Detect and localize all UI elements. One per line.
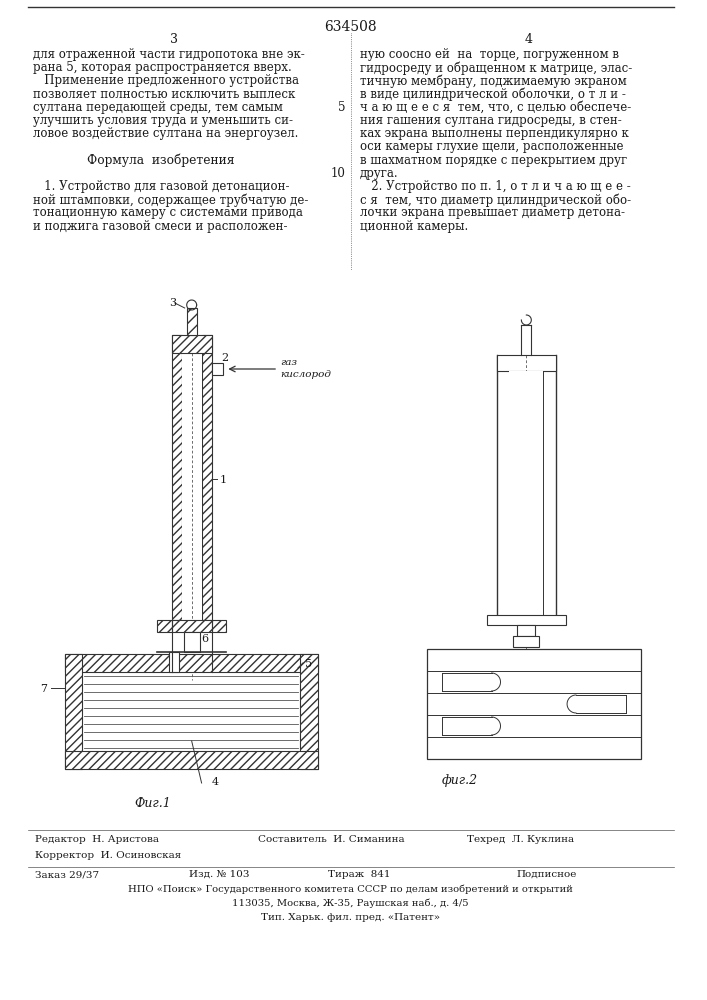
Text: 634508: 634508 bbox=[325, 20, 377, 34]
Text: ния гашения султана гидросреды, в стен-: ния гашения султана гидросреды, в стен- bbox=[359, 114, 621, 127]
Text: 1. Устройство для газовой детонацион-: 1. Устройство для газовой детонацион- bbox=[33, 180, 289, 193]
Bar bbox=[427, 649, 641, 759]
Text: позволяет полностью исключить выплеск: позволяет полностью исключить выплеск bbox=[33, 88, 295, 101]
Text: ловое воздействие султана на энергоузел.: ловое воздействие султана на энергоузел. bbox=[33, 127, 298, 140]
Text: 4: 4 bbox=[525, 33, 532, 46]
Text: 113035, Москва, Ж-35, Раушская наб., д. 4/5: 113035, Москва, Ж-35, Раушская наб., д. … bbox=[233, 899, 469, 908]
Text: 2. Устройство по п. 1, о т л и ч а ю щ е е -: 2. Устройство по п. 1, о т л и ч а ю щ е… bbox=[359, 180, 630, 193]
Text: с я  тем, что диаметр цилиндрической обо-: с я тем, что диаметр цилиндрической обо- bbox=[359, 193, 631, 207]
Text: Фиг.1: Фиг.1 bbox=[134, 797, 171, 810]
Bar bbox=[172, 335, 182, 620]
Bar bbox=[187, 308, 197, 335]
Text: Заказ 29/37: Заказ 29/37 bbox=[35, 870, 99, 879]
Text: 5: 5 bbox=[305, 659, 312, 669]
Text: 1: 1 bbox=[219, 475, 227, 485]
Text: 10: 10 bbox=[331, 167, 346, 180]
Text: ч а ю щ е е с я  тем, что, с целью обеспече-: ч а ю щ е е с я тем, что, с целью обеспе… bbox=[359, 101, 631, 114]
Text: друга.: друга. bbox=[359, 167, 398, 180]
Text: султана передающей среды, тем самым: султана передающей среды, тем самым bbox=[33, 101, 283, 114]
Text: и поджига газовой смеси и расположен-: и поджига газовой смеси и расположен- bbox=[33, 220, 287, 233]
Bar bbox=[510, 371, 543, 615]
Bar bbox=[157, 620, 226, 632]
Text: в виде цилиндрической оболочки, о т л и -: в виде цилиндрической оболочки, о т л и … bbox=[359, 88, 626, 101]
Bar bbox=[211, 363, 223, 375]
Text: Изд. № 103: Изд. № 103 bbox=[189, 870, 249, 879]
Text: ной штамповки, содержащее трубчатую де-: ной штамповки, содержащее трубчатую де- bbox=[33, 193, 308, 207]
Text: Составитель  И. Симанина: Составитель И. Симанина bbox=[258, 835, 405, 844]
Bar bbox=[518, 625, 535, 636]
Bar bbox=[64, 751, 317, 769]
Bar bbox=[169, 652, 179, 672]
Text: газ: газ bbox=[280, 358, 297, 367]
Text: тичную мембрану, поджимаемую экраном: тичную мембрану, поджимаемую экраном bbox=[359, 74, 626, 88]
Text: 2: 2 bbox=[221, 353, 228, 363]
Text: ках экрана выполнены перпендикулярно к: ках экрана выполнены перпендикулярно к bbox=[359, 127, 629, 140]
Text: кислород: кислород bbox=[280, 370, 331, 379]
Text: улучшить условия труда и уменьшить си-: улучшить условия труда и уменьшить си- bbox=[33, 114, 293, 127]
Text: 7: 7 bbox=[40, 684, 47, 694]
Text: ционной камеры.: ционной камеры. bbox=[359, 220, 468, 233]
Text: Подписное: Подписное bbox=[516, 870, 577, 879]
Bar bbox=[172, 335, 211, 353]
Bar bbox=[513, 636, 539, 647]
Bar bbox=[64, 654, 317, 672]
Text: 4: 4 bbox=[211, 777, 218, 787]
Text: Корректор  И. Осиновская: Корректор И. Осиновская bbox=[35, 851, 181, 860]
Bar bbox=[64, 654, 83, 769]
Bar bbox=[182, 335, 201, 620]
Text: Тираж  841: Тираж 841 bbox=[328, 870, 390, 879]
Text: 3: 3 bbox=[169, 298, 176, 308]
Text: тонационную камеру с системами привода: тонационную камеру с системами привода bbox=[33, 206, 303, 219]
Text: Применение предложенного устройства: Применение предложенного устройства bbox=[33, 74, 299, 87]
Bar bbox=[184, 632, 199, 652]
Text: ную соосно ей  на  торце, погруженном в: ную соосно ей на торце, погруженном в bbox=[359, 48, 619, 61]
Bar bbox=[300, 654, 317, 769]
Text: рана 5, которая распространяется вверх.: рана 5, которая распространяется вверх. bbox=[33, 61, 291, 74]
Bar bbox=[201, 335, 211, 620]
Text: фиг.2: фиг.2 bbox=[442, 774, 478, 787]
Text: 5: 5 bbox=[338, 101, 346, 114]
Text: оси камеры глухие щели, расположенные: оси камеры глухие щели, расположенные bbox=[359, 140, 623, 153]
Text: Тип. Харьк. фил. пред. «Патент»: Тип. Харьк. фил. пред. «Патент» bbox=[261, 913, 440, 922]
Text: Формула  изобретения: Формула изобретения bbox=[88, 154, 235, 167]
Text: в шахматном порядке с перекрытием друг: в шахматном порядке с перекрытием друг bbox=[359, 154, 626, 167]
Text: НПО «Поиск» Государственного комитета СССР по делам изобретений и открытий: НПО «Поиск» Государственного комитета СС… bbox=[128, 885, 573, 894]
Text: для отраженной части гидропотока вне эк-: для отраженной части гидропотока вне эк- bbox=[33, 48, 305, 61]
Text: 3: 3 bbox=[170, 33, 177, 46]
Text: 6: 6 bbox=[201, 634, 209, 644]
Text: гидросреду и обращенном к матрице, элас-: гидросреду и обращенном к матрице, элас- bbox=[359, 61, 632, 75]
Text: Редактор  Н. Аристова: Редактор Н. Аристова bbox=[35, 835, 159, 844]
Text: Техред  Л. Куклина: Техред Л. Куклина bbox=[467, 835, 574, 844]
Text: лочки экрана превышает диаметр детона-: лочки экрана превышает диаметр детона- bbox=[359, 206, 624, 219]
Bar bbox=[496, 355, 556, 371]
Bar bbox=[486, 615, 566, 625]
